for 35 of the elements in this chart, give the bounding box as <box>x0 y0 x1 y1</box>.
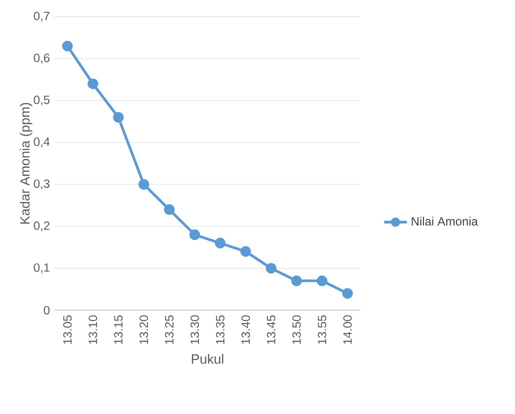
x-tick-label: 13.30 <box>190 315 199 344</box>
x-tick-label: 14.00 <box>343 315 352 344</box>
point <box>113 112 124 123</box>
legend-label: Nilai Amonia <box>412 216 478 226</box>
point <box>342 288 353 299</box>
x-tick-label: 13.25 <box>165 315 174 344</box>
point <box>316 275 328 286</box>
point <box>291 275 302 286</box>
point <box>189 229 200 240</box>
y-tick-label: 0,6 <box>34 54 50 64</box>
x-tick-label: 13.50 <box>292 315 301 344</box>
x-tick-label: 13.20 <box>140 315 148 344</box>
x-tick-label: 13.45 <box>266 315 276 344</box>
x-tick-label: 13.05 <box>63 315 72 344</box>
y-tick-label: 0,4 <box>34 137 50 148</box>
point <box>62 40 73 52</box>
point <box>266 262 276 274</box>
x-tick-label: 13.15 <box>114 315 123 344</box>
x-axis-title: Pukul <box>192 354 224 364</box>
y-tick-label: 0,3 <box>34 179 50 190</box>
point <box>88 78 98 89</box>
point <box>138 178 150 190</box>
y-tick-label: 0,5 <box>34 95 50 106</box>
x-tick-label: 13.40 <box>241 315 250 344</box>
point <box>214 238 226 248</box>
y-tick-label: 0,7 <box>34 12 50 22</box>
y-tick-label: 0,1 <box>34 263 50 274</box>
x-tick-label: 13.55 <box>318 315 326 344</box>
x-tick-label: 13.35 <box>216 315 224 344</box>
y-tick-label: 0 <box>44 306 50 314</box>
point <box>240 246 251 257</box>
x-tick-label: 13.10 <box>88 315 98 344</box>
point <box>164 204 175 215</box>
y-axis-title: Kadar Amonia (ppm) <box>20 102 32 224</box>
y-tick-label: 0,2 <box>34 221 50 232</box>
